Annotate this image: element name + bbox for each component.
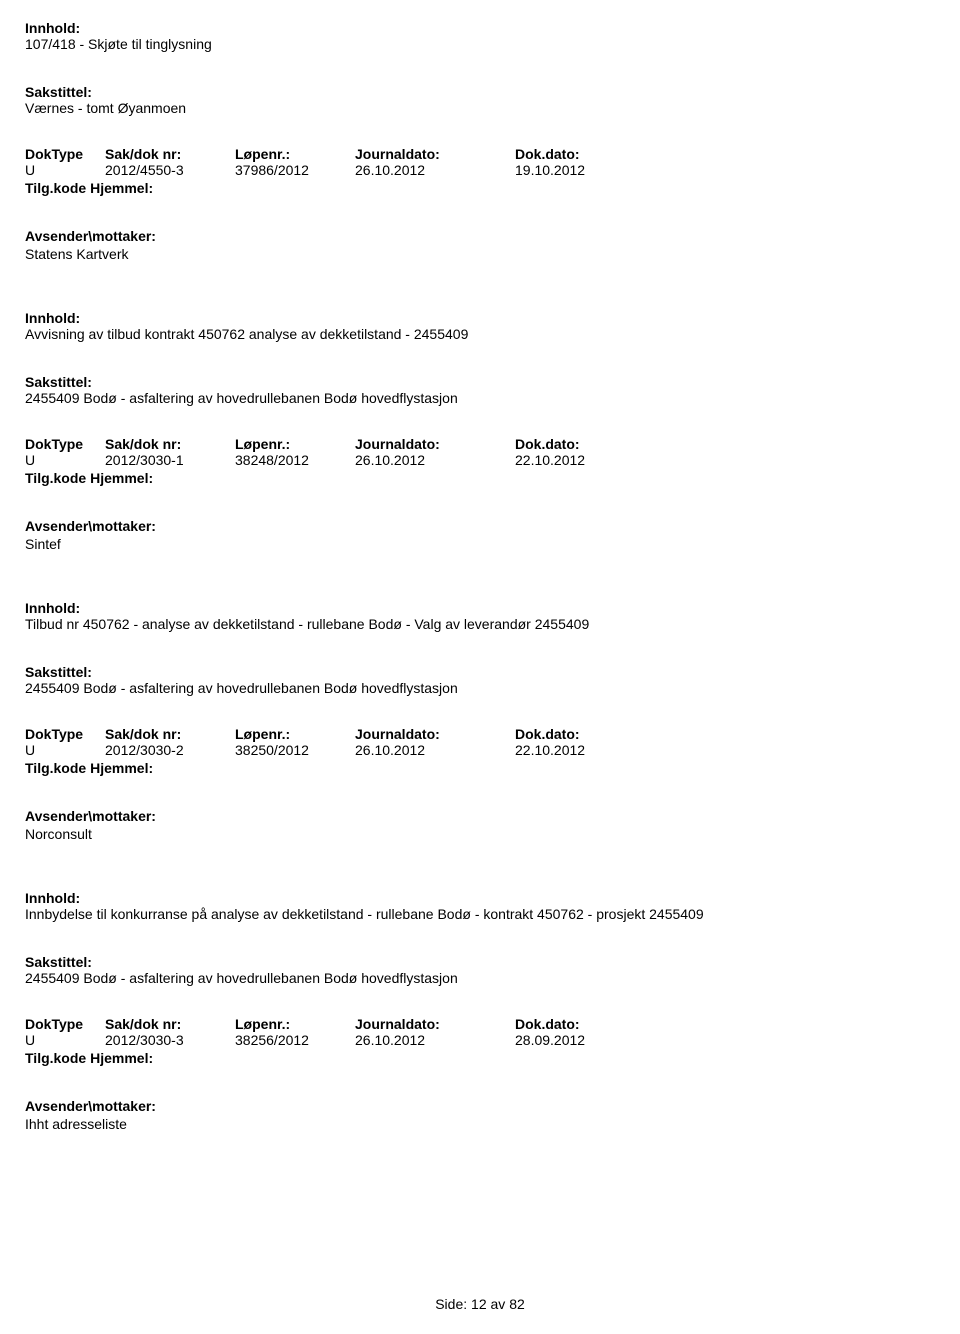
sakdok-value: 2012/3030-3	[105, 1032, 235, 1048]
record: Innhold: Innbydelse til konkurranse på a…	[25, 890, 935, 1132]
dokdato-value: 28.09.2012	[515, 1032, 635, 1048]
page-number: 12	[471, 1296, 487, 1312]
journaldato-header: Journaldato:	[355, 146, 515, 162]
lopenr-header: Løpenr.:	[235, 146, 355, 162]
doktype-value: U	[25, 452, 105, 468]
dokdato-value: 22.10.2012	[515, 742, 635, 758]
tilgkode-row: Tilg.kode Hjemmel:	[25, 1050, 935, 1066]
table-row: U 2012/3030-1 38248/2012 26.10.2012 22.1…	[25, 452, 935, 468]
doktype-value: U	[25, 162, 105, 178]
record: Innhold: Tilbud nr 450762 - analyse av d…	[25, 600, 935, 842]
tilgkode-label: Tilg.kode	[25, 180, 86, 196]
sakdok-header: Sak/dok nr:	[105, 1016, 235, 1032]
doktype-header: DokType	[25, 1016, 105, 1032]
sakdok-value: 2012/3030-2	[105, 742, 235, 758]
innhold-label: Innhold:	[25, 20, 935, 36]
tilgkode-label: Tilg.kode	[25, 470, 86, 486]
page-total: 82	[509, 1296, 525, 1312]
innhold-value: Avvisning av tilbud kontrakt 450762 anal…	[25, 326, 935, 342]
innhold-value: 107/418 - Skjøte til tinglysning	[25, 36, 935, 52]
tilgkode-row: Tilg.kode Hjemmel:	[25, 470, 935, 486]
journaldato-header: Journaldato:	[355, 726, 515, 742]
doktype-header: DokType	[25, 436, 105, 452]
innhold-label: Innhold:	[25, 890, 935, 906]
table-header: DokType Sak/dok nr: Løpenr.: Journaldato…	[25, 146, 935, 162]
journaldato-value: 26.10.2012	[355, 742, 515, 758]
sakdok-value: 2012/4550-3	[105, 162, 235, 178]
dokdato-value: 22.10.2012	[515, 452, 635, 468]
sakdok-header: Sak/dok nr:	[105, 436, 235, 452]
dokdato-header: Dok.dato:	[515, 436, 635, 452]
side-label: Side:	[435, 1296, 467, 1312]
page-footer: Side: 12 av 82	[0, 1296, 960, 1312]
avsender-label: Avsender\mottaker:	[25, 1098, 935, 1114]
record: Innhold: 107/418 - Skjøte til tinglysnin…	[25, 20, 935, 262]
tilgkode-label: Tilg.kode	[25, 760, 86, 776]
lopenr-header: Løpenr.:	[235, 436, 355, 452]
record: Innhold: Avvisning av tilbud kontrakt 45…	[25, 310, 935, 552]
avsender-label: Avsender\mottaker:	[25, 228, 935, 244]
lopenr-value: 37986/2012	[235, 162, 355, 178]
dokdato-header: Dok.dato:	[515, 726, 635, 742]
journaldato-value: 26.10.2012	[355, 452, 515, 468]
table-row: U 2012/4550-3 37986/2012 26.10.2012 19.1…	[25, 162, 935, 178]
avsender-value: Ihht adresseliste	[25, 1116, 935, 1132]
journaldato-header: Journaldato:	[355, 1016, 515, 1032]
sakstittel-label: Sakstittel:	[25, 954, 935, 970]
sakstittel-label: Sakstittel:	[25, 664, 935, 680]
dokdato-header: Dok.dato:	[515, 146, 635, 162]
avsender-value: Statens Kartverk	[25, 246, 935, 262]
sakstittel-value: 2455409 Bodø - asfaltering av hovedrulle…	[25, 680, 935, 696]
dokdato-header: Dok.dato:	[515, 1016, 635, 1032]
hjemmel-label: Hjemmel:	[90, 470, 153, 486]
lopenr-value: 38256/2012	[235, 1032, 355, 1048]
lopenr-value: 38248/2012	[235, 452, 355, 468]
doktype-value: U	[25, 742, 105, 758]
sakstittel-value: 2455409 Bodø - asfaltering av hovedrulle…	[25, 970, 935, 986]
innhold-label: Innhold:	[25, 310, 935, 326]
table-header: DokType Sak/dok nr: Løpenr.: Journaldato…	[25, 436, 935, 452]
avsender-label: Avsender\mottaker:	[25, 808, 935, 824]
lopenr-value: 38250/2012	[235, 742, 355, 758]
sakdok-header: Sak/dok nr:	[105, 146, 235, 162]
avsender-value: Sintef	[25, 536, 935, 552]
innhold-value: Tilbud nr 450762 - analyse av dekketilst…	[25, 616, 935, 632]
sakstittel-label: Sakstittel:	[25, 374, 935, 390]
sakdok-header: Sak/dok nr:	[105, 726, 235, 742]
tilgkode-label: Tilg.kode	[25, 1050, 86, 1066]
sakdok-value: 2012/3030-1	[105, 452, 235, 468]
hjemmel-label: Hjemmel:	[90, 1050, 153, 1066]
innhold-value: Innbydelse til konkurranse på analyse av…	[25, 906, 935, 922]
doktype-value: U	[25, 1032, 105, 1048]
innhold-label: Innhold:	[25, 600, 935, 616]
tilgkode-row: Tilg.kode Hjemmel:	[25, 180, 935, 196]
avsender-value: Norconsult	[25, 826, 935, 842]
doktype-header: DokType	[25, 146, 105, 162]
journaldato-header: Journaldato:	[355, 436, 515, 452]
tilgkode-row: Tilg.kode Hjemmel:	[25, 760, 935, 776]
dokdato-value: 19.10.2012	[515, 162, 635, 178]
hjemmel-label: Hjemmel:	[90, 760, 153, 776]
table-header: DokType Sak/dok nr: Løpenr.: Journaldato…	[25, 1016, 935, 1032]
table-header: DokType Sak/dok nr: Løpenr.: Journaldato…	[25, 726, 935, 742]
table-row: U 2012/3030-3 38256/2012 26.10.2012 28.0…	[25, 1032, 935, 1048]
sakstittel-value: Værnes - tomt Øyanmoen	[25, 100, 935, 116]
sakstittel-label: Sakstittel:	[25, 84, 935, 100]
doktype-header: DokType	[25, 726, 105, 742]
journaldato-value: 26.10.2012	[355, 1032, 515, 1048]
av-label: av	[491, 1296, 506, 1312]
lopenr-header: Løpenr.:	[235, 726, 355, 742]
lopenr-header: Løpenr.:	[235, 1016, 355, 1032]
journaldato-value: 26.10.2012	[355, 162, 515, 178]
hjemmel-label: Hjemmel:	[90, 180, 153, 196]
avsender-label: Avsender\mottaker:	[25, 518, 935, 534]
sakstittel-value: 2455409 Bodø - asfaltering av hovedrulle…	[25, 390, 935, 406]
table-row: U 2012/3030-2 38250/2012 26.10.2012 22.1…	[25, 742, 935, 758]
